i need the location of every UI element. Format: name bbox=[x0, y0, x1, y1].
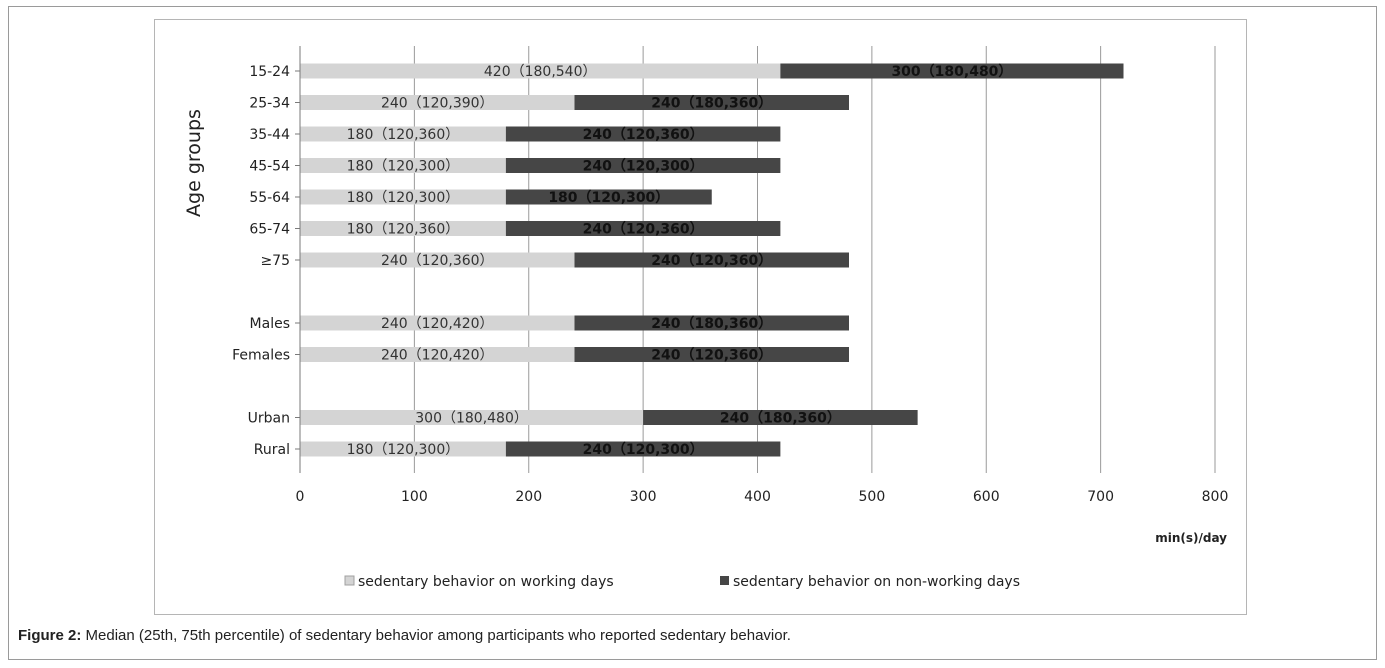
data-label-working-days: 240（120,390） bbox=[381, 96, 494, 112]
category-label: Females bbox=[232, 348, 290, 364]
y-axis-title: Age groups bbox=[183, 109, 205, 217]
x-tick-label: 600 bbox=[973, 489, 1000, 505]
x-tick-label: 300 bbox=[630, 489, 657, 505]
x-tick-label: 400 bbox=[744, 489, 771, 505]
bar-non-working-days bbox=[505, 221, 781, 236]
caption-label: Figure 2: bbox=[18, 627, 82, 644]
bar-layer: 420（180,540） 300（180,480） 240（120,390） 240（… bbox=[300, 63, 1124, 458]
x-tick-label: 500 bbox=[859, 489, 886, 505]
category-label: 65-74 bbox=[249, 222, 290, 238]
figure-caption: Figure 2: Median (25th, 75th percentile)… bbox=[18, 627, 791, 644]
legend-label-working-days: sedentary behavior on working days bbox=[358, 574, 614, 590]
bar-working-days bbox=[300, 315, 575, 331]
data-label-working-days: 300（180,480） bbox=[415, 411, 528, 427]
bar-working-days bbox=[300, 158, 506, 173]
bar-non-working-days bbox=[574, 95, 849, 110]
data-label-working-days: 180（120,300） bbox=[347, 159, 460, 175]
category-label: ≥75 bbox=[260, 253, 290, 269]
bar-working-days bbox=[300, 95, 575, 110]
bar-non-working-days bbox=[643, 410, 918, 425]
data-label-non-working-days: 240（120,360） bbox=[583, 222, 704, 238]
bar-non-working-days bbox=[505, 126, 781, 142]
x-tick-label: 800 bbox=[1202, 489, 1229, 505]
bar-non-working-days bbox=[574, 315, 849, 331]
data-label-working-days: 420（180,540） bbox=[484, 64, 597, 80]
category-label: 35-44 bbox=[249, 127, 290, 143]
bar-non-working-days bbox=[780, 63, 1124, 79]
data-label-working-days: 180（120,360） bbox=[347, 222, 460, 238]
caption-text: Median (25th, 75th percentile) of sedent… bbox=[81, 627, 791, 644]
bar-working-days bbox=[300, 189, 506, 205]
category-label: Urban bbox=[248, 411, 290, 427]
bar-non-working-days bbox=[505, 189, 712, 205]
x-tick-label: 200 bbox=[515, 489, 542, 505]
legend: sedentary behavior on working days sedent… bbox=[344, 574, 1020, 590]
bar-working-days bbox=[300, 410, 644, 425]
x-tick-label: 100 bbox=[401, 489, 428, 505]
data-label-non-working-days: 240（180,360） bbox=[651, 96, 772, 112]
category-label: 15-24 bbox=[249, 64, 290, 80]
x-axis-unit: min(s)/day bbox=[1155, 531, 1227, 545]
stacked-bar-chart: 420（180,540） 300（180,480） 240（120,390） 240（… bbox=[183, 46, 1228, 590]
legend-label-non-working-days: sedentary behavior on non-working days bbox=[733, 574, 1020, 590]
bar-working-days bbox=[300, 126, 506, 142]
x-tick-label: 0 bbox=[296, 489, 305, 505]
data-label-working-days: 180（120,300） bbox=[347, 190, 460, 206]
data-label-non-working-days: 240（120,360） bbox=[583, 127, 704, 143]
data-label-non-working-days: 240（120,300） bbox=[583, 159, 704, 175]
legend-swatch-non-working-days bbox=[720, 576, 729, 585]
category-label: Rural bbox=[254, 442, 290, 458]
bar-non-working-days bbox=[574, 252, 849, 268]
data-label-non-working-days: 240（120,360） bbox=[651, 348, 772, 364]
figure-frame: 420（180,540） 300（180,480） 240（120,390） 240（… bbox=[8, 6, 1377, 660]
bar-non-working-days bbox=[505, 158, 781, 173]
bar-working-days bbox=[300, 441, 506, 457]
data-label-non-working-days: 240（120,360） bbox=[651, 253, 772, 269]
data-label-working-days: 240（120,420） bbox=[381, 316, 494, 332]
category-label: Males bbox=[250, 316, 290, 332]
bar-non-working-days bbox=[574, 347, 849, 362]
data-label-non-working-days: 240（180,360） bbox=[651, 316, 772, 332]
category-label: 25-34 bbox=[249, 96, 290, 112]
chart-panel: 420（180,540） 300（180,480） 240（120,390） 240（… bbox=[154, 19, 1247, 615]
x-tick-label: 700 bbox=[1087, 489, 1114, 505]
category-label: 55-64 bbox=[249, 190, 290, 206]
data-label-working-days: 180（120,300） bbox=[347, 442, 460, 458]
bar-working-days bbox=[300, 347, 575, 362]
bar-working-days bbox=[300, 221, 506, 236]
bar-working-days bbox=[300, 63, 781, 79]
bar-non-working-days bbox=[505, 441, 781, 457]
data-label-non-working-days: 180（120,300） bbox=[548, 190, 669, 206]
data-label-non-working-days: 240（120,300） bbox=[583, 442, 704, 458]
axis-layer: 15-24 25-34 35-44 45-54 55-64 65-74 ≥75 Males Fe… bbox=[183, 46, 1228, 545]
bar-working-days bbox=[300, 252, 575, 268]
data-label-working-days: 240（120,420） bbox=[381, 348, 494, 364]
data-label-non-working-days: 300（180,480） bbox=[891, 64, 1012, 80]
data-label-working-days: 180（120,360） bbox=[347, 127, 460, 143]
legend-swatch-working-days bbox=[344, 575, 355, 586]
category-label: 45-54 bbox=[249, 159, 290, 175]
data-label-non-working-days: 240（180,360） bbox=[720, 411, 841, 427]
data-label-working-days: 240（120,360） bbox=[381, 253, 494, 269]
